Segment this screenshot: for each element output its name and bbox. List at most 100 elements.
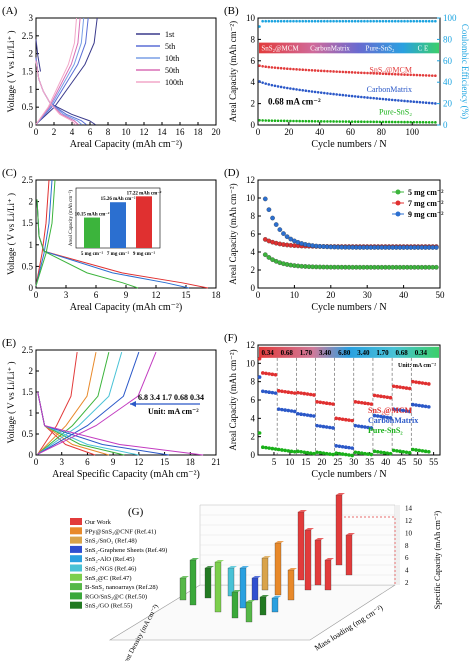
- point-CarbonMatrix: [415, 100, 419, 104]
- point-Pure-SnS₂: [270, 119, 274, 122]
- charge-curve-5th: [35, 17, 89, 125]
- point-CarbonMatrix: [276, 407, 281, 411]
- y-tick-label: 1: [29, 240, 34, 250]
- point-CE: [335, 19, 338, 23]
- point-CarbonMatrix: [318, 424, 323, 428]
- point-CE: [360, 19, 363, 23]
- point-CarbonMatrix: [420, 404, 425, 408]
- point-Pure-SnS₂: [369, 120, 372, 124]
- point-SnS₂@MCM: [393, 72, 397, 76]
- y-tick-label: 2.5: [22, 345, 34, 355]
- point-CE: [295, 19, 298, 23]
- point-CE: [267, 19, 271, 23]
- point-CarbonMatrix: [427, 101, 431, 105]
- point-CE: [282, 19, 286, 23]
- y-tick-label: 12: [246, 340, 255, 350]
- inset-category: 7 mg cm⁻²: [107, 251, 130, 257]
- legend-label: SnS₂@C (Ref.47): [85, 575, 132, 582]
- x-tick-label: 12: [134, 457, 143, 467]
- point-CarbonMatrix: [305, 413, 310, 417]
- point-CarbonMatrix: [353, 423, 358, 428]
- point-Pure-SnS₂: [417, 448, 422, 453]
- x-tick-label: 9: [111, 457, 116, 467]
- point-SnS₂@MCM: [390, 72, 394, 76]
- point-SnS₂@MCM: [307, 68, 311, 72]
- bar-3d: [214, 561, 222, 613]
- z-axis-label: Specific Capacity (mAh cm⁻²): [433, 510, 442, 609]
- x-tick-label: 10: [122, 127, 132, 137]
- x-tick-label: 6: [88, 127, 93, 137]
- inset-ylabel: Areal Capacity (mAh cm⁻²): [68, 190, 74, 247]
- point-CarbonMatrix: [388, 416, 393, 420]
- z-tick-label: 6: [405, 554, 409, 562]
- point-Pure-SnS₂: [273, 119, 277, 123]
- point-SnS₂@MCM: [414, 380, 418, 384]
- point-CarbonMatrix: [308, 413, 313, 418]
- y-tick-label: 2: [251, 99, 256, 109]
- point-CarbonMatrix: [341, 93, 345, 97]
- point-CarbonMatrix: [359, 424, 364, 429]
- point-SnS₂@MCM: [407, 386, 412, 391]
- plot-frame: [257, 344, 441, 456]
- point-SnS₂@MCM: [329, 70, 332, 73]
- legend-label: 7 mg cm⁻²: [408, 199, 444, 208]
- y-tick-label: 0: [251, 450, 256, 460]
- point-9 mg cm⁻²: [434, 245, 439, 250]
- bar-3d: [245, 601, 253, 623]
- point-SnS₂@MCM: [331, 402, 335, 406]
- point-CE: [393, 19, 397, 23]
- point-Pure-SnS₂: [279, 119, 283, 123]
- point-Pure-SnS₂: [375, 120, 379, 124]
- point-Pure-SnS₂: [328, 452, 332, 456]
- point-Pure-SnS₂: [341, 120, 345, 123]
- point-SnS₂@MCM: [282, 67, 286, 70]
- point-SnS₂@MCM: [276, 66, 280, 70]
- point-CarbonMatrix: [319, 91, 323, 94]
- point-CarbonMatrix: [418, 100, 422, 104]
- point-SnS₂@MCM: [356, 400, 361, 405]
- point-CarbonMatrix: [387, 98, 391, 101]
- point-CE: [418, 19, 422, 23]
- point-CarbonMatrix: [335, 93, 338, 96]
- point-SnS₂@MCM: [417, 380, 422, 385]
- point-CarbonMatrix: [356, 424, 361, 428]
- x-tick-label: 6: [94, 290, 99, 300]
- bar-top: [305, 528, 314, 530]
- inset-category: 5 mg cm⁻²: [81, 251, 104, 257]
- point-SnS₂@MCM: [312, 393, 316, 397]
- legend-swatch: [70, 536, 82, 544]
- x-tick-label: 15: [182, 290, 192, 300]
- point-CarbonMatrix: [337, 444, 342, 449]
- x-axis-label: Areal Capacity (mAh cm⁻²): [70, 302, 182, 313]
- bar-top: [325, 558, 334, 560]
- point-CarbonMatrix: [384, 98, 388, 101]
- point-CE: [304, 19, 308, 23]
- point-SnS₂@MCM: [387, 72, 391, 76]
- charge-curve-10th: [35, 17, 85, 125]
- y-tick-label: 6: [251, 229, 256, 239]
- point-SnS₂@MCM: [353, 71, 357, 74]
- x-tick-label: 12: [140, 127, 149, 137]
- y-axis-label: Voltage ( V vs Li/Li⁺ ): [6, 193, 16, 275]
- point-SnS₂@MCM: [397, 73, 400, 76]
- point-SnS₂@MCM: [415, 73, 419, 77]
- point-CarbonMatrix: [403, 99, 406, 103]
- point-CarbonMatrix: [409, 100, 412, 103]
- point-SnS₂@MCM: [321, 400, 326, 405]
- point-SnS₂@MCM: [280, 389, 284, 394]
- point-Pure-SnS₂: [356, 120, 360, 123]
- point-CarbonMatrix: [273, 84, 277, 88]
- legend-band: [259, 42, 439, 54]
- point-CarbonMatrix: [360, 95, 363, 99]
- point-Pure-SnS₂: [420, 449, 425, 453]
- inset-bar: [136, 196, 152, 248]
- point-CarbonMatrix: [404, 409, 409, 413]
- legend-swatch: [70, 545, 82, 553]
- x-tick-label: 12: [152, 290, 161, 300]
- point-SnS₂@MCM: [406, 73, 409, 76]
- point-Pure-SnS₂: [257, 431, 262, 435]
- point-CarbonMatrix: [414, 403, 418, 407]
- x-tick-label: 18: [186, 457, 196, 467]
- point-CarbonMatrix: [378, 97, 382, 101]
- point-CarbonMatrix: [312, 414, 316, 418]
